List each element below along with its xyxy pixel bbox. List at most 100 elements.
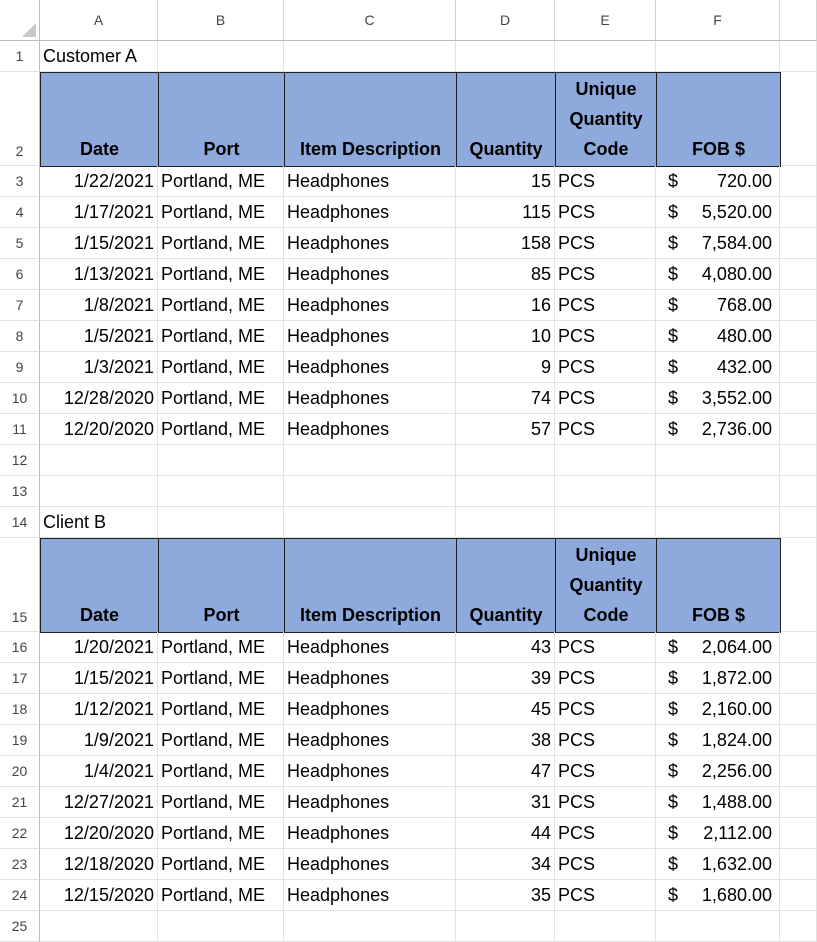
header-item-description[interactable]: Item Description: [284, 538, 457, 633]
grid-cell[interactable]: [40, 290, 158, 321]
date-cell[interactable]: 1/4/2021: [83, 761, 154, 781]
grid-cell[interactable]: [158, 818, 284, 849]
fob-cell[interactable]: $5,520.00: [656, 197, 780, 228]
date-cell[interactable]: 12/18/2020: [63, 854, 154, 874]
port-cell[interactable]: Portland, ME: [161, 854, 266, 874]
row-header[interactable]: 7: [0, 290, 40, 321]
grid-cell[interactable]: [40, 911, 158, 942]
grid-cell[interactable]: [780, 166, 817, 197]
port-cell[interactable]: Portland, ME: [161, 761, 266, 781]
grid-cell[interactable]: [555, 694, 656, 725]
fob-cell[interactable]: $1,680.00: [656, 880, 780, 911]
grid-cell[interactable]: [780, 849, 817, 880]
port-cell[interactable]: Portland, ME: [161, 419, 266, 439]
header-date[interactable]: Date: [40, 72, 159, 167]
grid-cell[interactable]: [158, 445, 284, 476]
grid-cell[interactable]: [158, 632, 284, 663]
item-description-cell[interactable]: Headphones: [287, 823, 390, 843]
grid-cell[interactable]: [284, 383, 456, 414]
quantity-cell[interactable]: 34: [530, 854, 551, 874]
fob-cell[interactable]: $7,584.00: [656, 228, 780, 259]
grid-cell[interactable]: [40, 880, 158, 911]
grid-cell[interactable]: [456, 663, 555, 694]
grid-cell[interactable]: [456, 41, 555, 72]
grid-cell[interactable]: [555, 259, 656, 290]
unit-code-cell[interactable]: PCS: [558, 233, 596, 253]
grid-cell[interactable]: [780, 538, 817, 632]
grid-cell[interactable]: [284, 259, 456, 290]
grid-cell[interactable]: [284, 445, 456, 476]
grid-cell[interactable]: [456, 414, 555, 445]
grid-cell[interactable]: [656, 787, 780, 818]
unit-code-cell[interactable]: PCS: [558, 885, 596, 905]
grid-cell[interactable]: [40, 228, 158, 259]
grid-cell[interactable]: [284, 818, 456, 849]
port-cell[interactable]: Portland, ME: [161, 326, 266, 346]
quantity-cell[interactable]: 39: [530, 668, 551, 688]
grid-cell[interactable]: [158, 197, 284, 228]
row-header[interactable]: 11: [0, 414, 40, 445]
header-item-description[interactable]: Item Description: [284, 72, 457, 167]
select-all-corner[interactable]: [0, 0, 40, 41]
item-description-cell[interactable]: Headphones: [287, 761, 390, 781]
date-cell[interactable]: 1/12/2021: [73, 699, 154, 719]
column-header-e[interactable]: E: [555, 0, 656, 41]
grid-cell[interactable]: [158, 476, 284, 507]
row-header[interactable]: 15: [0, 538, 40, 632]
grid-cell[interactable]: [656, 197, 780, 228]
grid-cell[interactable]: [456, 476, 555, 507]
item-description-cell[interactable]: Headphones: [287, 295, 390, 315]
grid-cell[interactable]: [40, 383, 158, 414]
grid-cell[interactable]: [40, 663, 158, 694]
grid-cell[interactable]: [40, 632, 158, 663]
port-cell[interactable]: Portland, ME: [161, 388, 266, 408]
port-cell[interactable]: Portland, ME: [161, 792, 266, 812]
grid-cell[interactable]: [555, 725, 656, 756]
grid-cell[interactable]: [656, 476, 780, 507]
grid-cell[interactable]: [284, 694, 456, 725]
grid-cell[interactable]: [780, 818, 817, 849]
unit-code-cell[interactable]: PCS: [558, 730, 596, 750]
column-header-a[interactable]: A: [40, 0, 158, 41]
grid-cell[interactable]: [284, 632, 456, 663]
grid-cell[interactable]: [656, 507, 780, 538]
grid-cell[interactable]: [656, 756, 780, 787]
grid-cell[interactable]: [656, 290, 780, 321]
row-header[interactable]: 22: [0, 818, 40, 849]
grid-cell[interactable]: [158, 352, 284, 383]
grid-cell[interactable]: [456, 228, 555, 259]
grid-cell[interactable]: [780, 72, 817, 166]
port-cell[interactable]: Portland, ME: [161, 233, 266, 253]
port-cell[interactable]: Portland, ME: [161, 295, 266, 315]
fob-cell[interactable]: $2,160.00: [656, 694, 780, 725]
date-cell[interactable]: 1/8/2021: [83, 295, 154, 315]
grid-cell[interactable]: [158, 880, 284, 911]
fob-cell[interactable]: $3,552.00: [656, 383, 780, 414]
grid-cell[interactable]: [456, 259, 555, 290]
grid-cell[interactable]: [555, 445, 656, 476]
quantity-cell[interactable]: 15: [530, 171, 551, 191]
grid-cell[interactable]: [40, 445, 158, 476]
grid-cell[interactable]: [656, 352, 780, 383]
unit-code-cell[interactable]: PCS: [558, 637, 596, 657]
item-description-cell[interactable]: Headphones: [287, 326, 390, 346]
grid-cell[interactable]: [656, 166, 780, 197]
fob-cell[interactable]: $432.00: [656, 352, 780, 383]
row-header[interactable]: 9: [0, 352, 40, 383]
row-header[interactable]: 4: [0, 197, 40, 228]
item-description-cell[interactable]: Headphones: [287, 202, 390, 222]
grid-cell[interactable]: [555, 632, 656, 663]
grid-cell[interactable]: [780, 414, 817, 445]
grid-cell[interactable]: [555, 476, 656, 507]
column-header-c[interactable]: C: [284, 0, 456, 41]
item-description-cell[interactable]: Headphones: [287, 730, 390, 750]
grid-cell[interactable]: [555, 507, 656, 538]
grid-cell[interactable]: [555, 228, 656, 259]
grid-cell[interactable]: [780, 756, 817, 787]
grid-cell[interactable]: [656, 911, 780, 942]
grid-cell[interactable]: [284, 849, 456, 880]
row-header[interactable]: 21: [0, 787, 40, 818]
grid-cell[interactable]: [555, 663, 656, 694]
row-header[interactable]: 24: [0, 880, 40, 911]
grid-cell[interactable]: [284, 725, 456, 756]
